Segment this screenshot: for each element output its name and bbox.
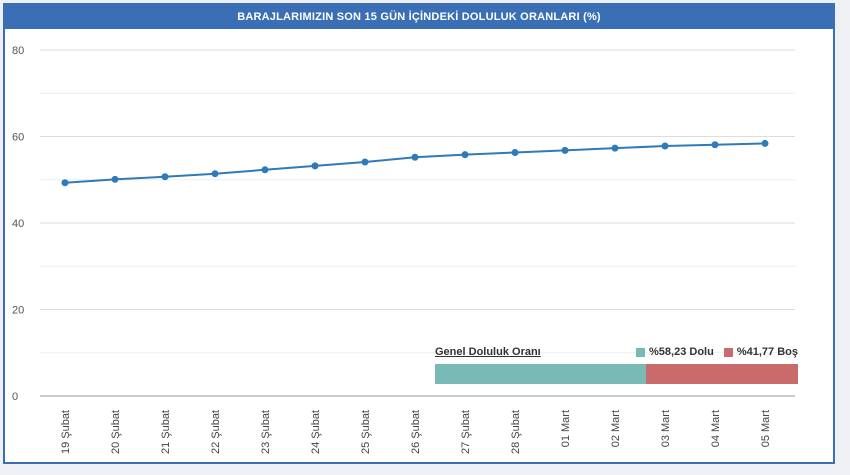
x-tick-label: 19 Şubat [60, 410, 72, 454]
x-tick-label: 04 Mart [710, 410, 722, 447]
chart-title: BARAJLARIMIZIN SON 15 GÜN İÇİNDEKİ DOLUL… [5, 5, 833, 29]
grid-lines [40, 49, 795, 397]
y-tick-label: 60 [12, 132, 24, 144]
fill-ratio-bar [435, 364, 798, 384]
data-point [661, 142, 669, 150]
data-point [311, 162, 319, 170]
y-tick-label: 20 [12, 305, 24, 317]
legend-full: %58,23 Dolu [636, 346, 714, 358]
x-tick-label: 03 Mart [660, 410, 672, 447]
x-tick-label: 24 Şubat [310, 410, 322, 454]
data-point [111, 175, 119, 183]
chart-panel: BARAJLARIMIZIN SON 15 GÜN İÇİNDEKİ DOLUL… [3, 3, 835, 464]
fill-ratio-full [435, 364, 647, 384]
series-layer [61, 139, 769, 187]
general-fill-title: Genel Doluluk Oranı [435, 346, 541, 358]
x-tick-label: 28 Şubat [510, 410, 522, 454]
general-fill-panel: Genel Doluluk Oranı %58,23 Dolu %41,77 B… [435, 343, 798, 384]
data-point [61, 179, 69, 187]
x-tick-label: 01 Mart [560, 410, 572, 447]
data-point [361, 158, 369, 166]
data-point [561, 146, 569, 154]
y-axis-ticks: 0 20 40 60 80 [12, 45, 24, 403]
x-tick-label: 23 Şubat [260, 410, 272, 454]
fill-ratio-empty [646, 364, 798, 384]
y-tick-label: 80 [12, 45, 24, 57]
data-point [511, 149, 519, 157]
data-point [711, 141, 719, 149]
x-tick-label: 25 Şubat [360, 410, 372, 454]
data-point [211, 170, 219, 178]
y-tick-label: 40 [12, 218, 24, 230]
data-point [411, 153, 419, 161]
x-tick-label: 05 Mart [760, 410, 772, 447]
data-point [161, 173, 169, 181]
legend-full-swatch [636, 347, 646, 357]
x-axis-ticks: 19 Şubat 20 Şubat 21 Şubat 22 Şubat 23 Şubat… [60, 410, 772, 454]
x-tick-label: 02 Mart [610, 410, 622, 447]
x-tick-label: 22 Şubat [210, 410, 222, 454]
x-tick-label: 27 Şubat [460, 410, 472, 454]
legend-empty-swatch [723, 347, 733, 357]
legend-full-label: %58,23 Dolu [649, 346, 714, 358]
legend-empty-label: %41,77 Boş [736, 346, 798, 358]
x-tick-label: 26 Şubat [410, 410, 422, 454]
x-tick-label: 20 Şubat [110, 410, 122, 454]
y-tick-label: 0 [12, 391, 18, 403]
data-point [611, 144, 619, 152]
data-point [761, 139, 769, 147]
legend-empty: %41,77 Boş [723, 346, 798, 358]
series-line [64, 142, 766, 184]
x-tick-label: 21 Şubat [160, 410, 172, 454]
data-point [461, 151, 469, 159]
data-point [261, 166, 269, 174]
